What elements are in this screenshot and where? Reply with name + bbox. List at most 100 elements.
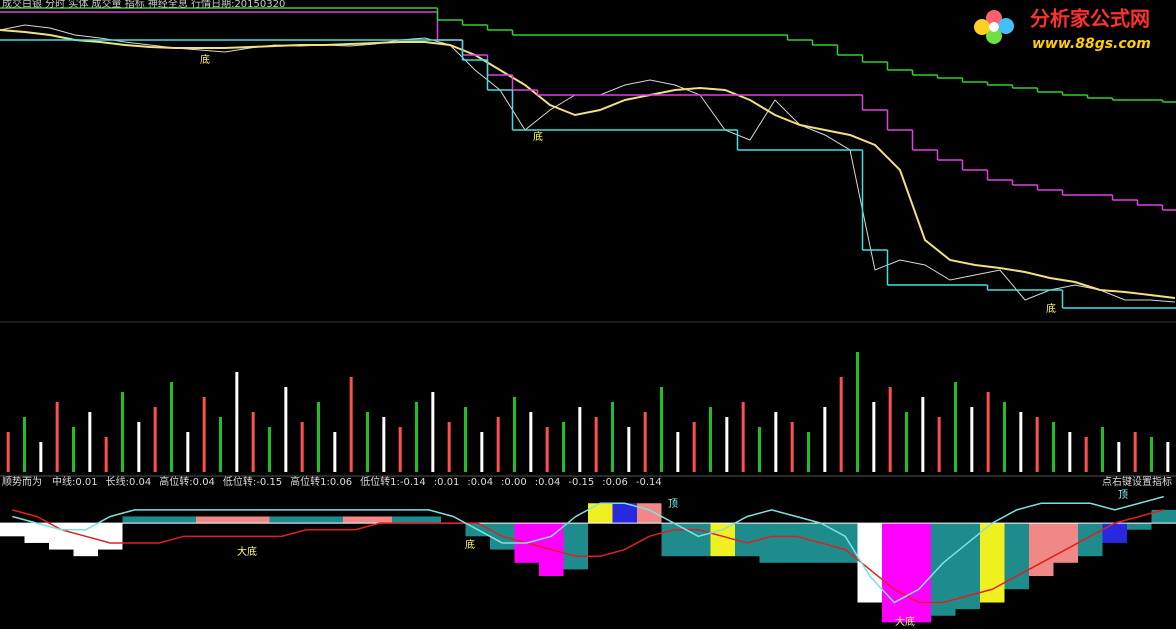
volume-bar <box>790 422 794 472</box>
volume-bar <box>758 427 761 472</box>
volume-bar <box>1117 442 1121 472</box>
volume-bar <box>1068 432 1072 472</box>
volume-bar <box>709 407 712 472</box>
volume-bar <box>1084 437 1088 472</box>
indicator-bar <box>1078 523 1103 557</box>
indicator-bar <box>1127 523 1152 530</box>
volume-bar <box>480 432 484 472</box>
indicator-bar <box>294 516 319 524</box>
indicator-value: 高位转:0.04 <box>159 475 215 488</box>
volume-bar <box>562 422 565 472</box>
volume-bar <box>578 407 582 472</box>
volume-bar <box>88 412 92 472</box>
volume-bar <box>725 417 729 472</box>
logo <box>974 10 1014 44</box>
logo-center <box>989 22 999 32</box>
logo-petal <box>986 28 1002 44</box>
indicator-value: 低位转1:-0.14 <box>360 475 426 488</box>
indicator-bar <box>906 523 931 623</box>
volume-bar <box>186 432 190 472</box>
volume-bar <box>170 382 173 472</box>
volume-bar <box>954 382 957 472</box>
volume-bar <box>464 407 467 472</box>
indicator-bar <box>1151 509 1176 524</box>
volume-bar <box>921 397 925 472</box>
annotation: 底 <box>533 130 543 143</box>
indicator-value: 高位转1:0.06 <box>290 475 352 488</box>
header-info: 成交白银 分时 实体 成交量 指标 神经全息 行情日期:20150320 <box>2 0 285 10</box>
indicator-bar <box>245 516 270 524</box>
line-ma <box>0 29 1176 299</box>
volume-bar <box>333 432 337 472</box>
indicator-bar <box>367 516 392 524</box>
indicator-bar <box>196 516 221 524</box>
indicator-bar <box>122 516 147 524</box>
volume-bar <box>872 402 876 472</box>
volume-bar <box>349 377 353 472</box>
volume-bar <box>202 397 206 472</box>
volume-bar <box>513 397 516 472</box>
indicator-bar <box>171 516 196 524</box>
indicator-bar <box>343 516 368 524</box>
volume-bar <box>774 412 778 472</box>
volume-bar <box>905 412 908 472</box>
annotation: 底 <box>465 538 475 551</box>
volume-bar <box>1133 432 1137 472</box>
volume-bar <box>986 392 990 472</box>
volume-bar <box>1150 437 1153 472</box>
volume-bar <box>300 422 304 472</box>
indicator-value: :0.04 <box>467 477 493 488</box>
volume-bar <box>1003 402 1006 472</box>
volume-bar <box>72 427 75 472</box>
line-mid <box>12 495 1164 604</box>
indicator-bar <box>710 523 735 557</box>
indicator-bar <box>1053 523 1078 563</box>
volume-bar <box>251 412 255 472</box>
indicator-bar <box>759 523 784 563</box>
indicator-bar <box>73 523 98 557</box>
indicator-bar <box>392 516 417 524</box>
volume-bar <box>970 407 974 472</box>
volume-bar <box>104 437 108 472</box>
volume-bar <box>366 412 369 472</box>
indicator-bar <box>563 523 588 570</box>
volume-bar <box>496 417 500 472</box>
indicator-bar <box>147 516 172 524</box>
volume-bar <box>823 407 827 472</box>
volume-bar <box>235 372 239 472</box>
volume-bar <box>1101 427 1104 472</box>
volume-bar <box>137 422 141 472</box>
indicator-bar <box>735 523 760 557</box>
annotation: 顶 <box>1118 489 1128 501</box>
indicator-bar <box>637 503 662 524</box>
annotation: 底 <box>200 53 210 66</box>
indicator-bar <box>1102 523 1127 543</box>
indicator-value: :0.00 <box>501 477 527 488</box>
volume-bar <box>937 417 941 472</box>
annotation: 顶 <box>668 498 678 510</box>
volume-bar <box>447 422 451 472</box>
indicator-bar <box>1004 523 1029 590</box>
logo-petal <box>998 18 1014 34</box>
volume-bar <box>431 392 435 472</box>
indicator-value: 长线:0.04 <box>106 475 152 488</box>
volume-bar <box>153 407 157 472</box>
volume-bar <box>1019 412 1023 472</box>
volume-bar <box>594 417 598 472</box>
volume-bar <box>398 427 402 472</box>
indicator-bar <box>588 503 613 524</box>
volume-bar <box>317 402 320 472</box>
indicator-hint[interactable]: 点右键设置指标 <box>1102 475 1172 488</box>
logo-petal <box>974 19 990 35</box>
volume-bar <box>284 387 288 472</box>
volume-bar <box>660 387 663 472</box>
volume-bar <box>676 432 680 472</box>
line-price <box>0 24 1176 303</box>
indicator-bar <box>0 523 25 537</box>
indicator-value: :0.01 <box>434 477 460 488</box>
volume-bar <box>839 377 843 472</box>
volume-bar <box>55 402 59 472</box>
line-long <box>12 509 1164 604</box>
